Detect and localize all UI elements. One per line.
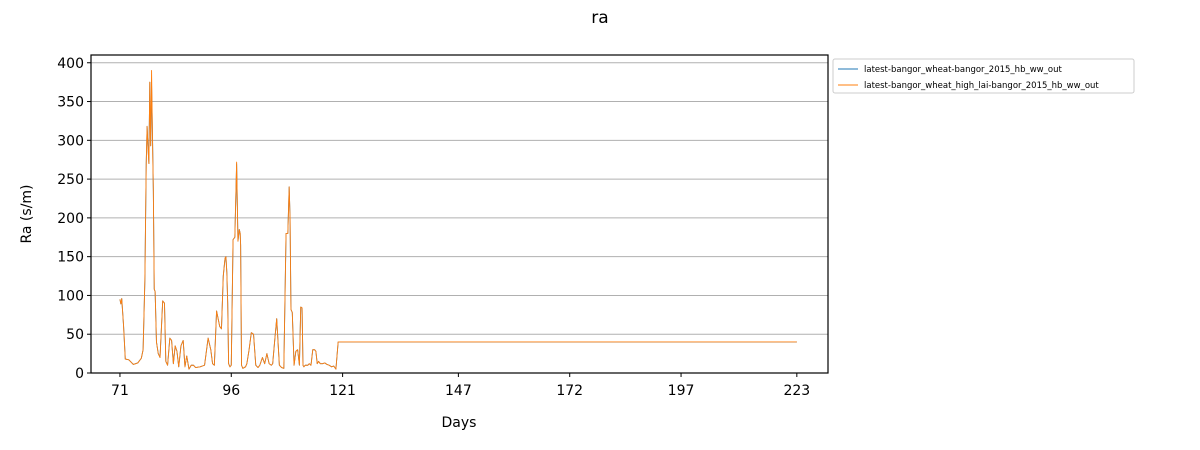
y-axis-ticks: 0 50 100 150 200 250 300 350 400 [57,56,91,382]
x-axis-ticks: 71 96 121 147 172 197 223 [111,373,810,399]
series-lines [119,70,797,370]
y-tick-label: 150 [57,250,84,266]
x-tick-label: 172 [556,383,583,399]
x-axis-label: Days [442,415,477,431]
x-tick-label: 96 [222,383,240,399]
y-axis-label: Ra (s/m) [19,184,35,243]
y-tick-label: 100 [57,288,84,304]
y-tick-label: 200 [57,211,84,227]
x-tick-label: 197 [668,383,695,399]
y-tick-label: 350 [57,95,84,111]
legend-label-series-1: latest-bangor_wheat-bangor_2015_hb_ww_ou… [864,65,1062,75]
x-tick-label: 223 [783,383,810,399]
legend-label-series-2: latest-bangor_wheat_high_lai-bangor_2015… [864,81,1099,91]
x-tick-label: 71 [111,383,129,399]
y-tick-label: 400 [57,56,84,72]
y-tick-label: 250 [57,172,84,188]
legend: latest-bangor_wheat-bangor_2015_hb_ww_ou… [832,58,1135,94]
chart-title: ra [591,8,608,28]
y-tick-label: 300 [57,133,84,149]
y-tick-label: 0 [75,366,84,382]
legend-box [832,58,1135,94]
plot-frame [90,54,829,374]
x-tick-label: 121 [329,383,356,399]
x-tick-label: 147 [445,383,472,399]
series-line-2 [119,70,797,370]
y-tick-label: 50 [66,327,84,343]
